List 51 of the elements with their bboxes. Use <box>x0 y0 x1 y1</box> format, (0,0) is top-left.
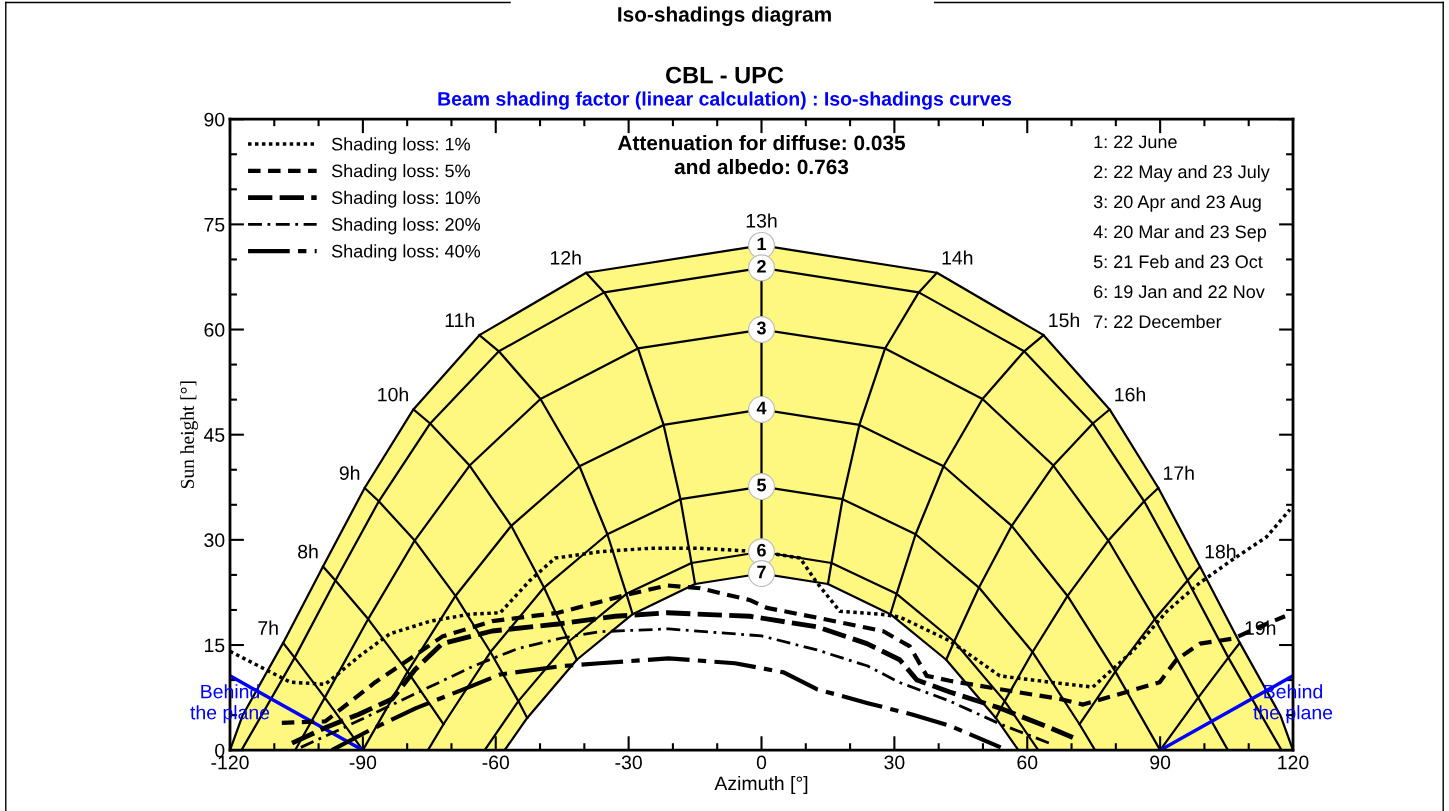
series-label: 13h <box>746 213 777 228</box>
series-label: 12h <box>550 250 581 265</box>
series-label: 16h <box>1115 387 1145 402</box>
series-label: 14h <box>942 250 973 265</box>
chart-title: CBL - UPC <box>666 66 784 84</box>
annotation: 7: 22 December <box>1094 314 1222 329</box>
series-label: 10h <box>378 387 408 402</box>
series-label: 2 <box>757 259 766 273</box>
x-tick-label: 60 <box>1017 755 1038 770</box>
legend-label: Shading loss: 20% <box>331 217 481 235</box>
annotation: 1: 22 June <box>1094 135 1177 149</box>
series-label: 9h <box>339 465 360 480</box>
y-tick-label: 75 <box>204 218 225 232</box>
annotation: 4: 20 Mar and 23 Sep <box>1093 224 1267 242</box>
annotation: 5: 21 Feb and 23 Oct <box>1093 254 1263 269</box>
series-label: 11h <box>445 312 474 327</box>
annotation: Attenuation for diffuse: 0.035 and albedo: 0.763 <box>617 134 906 175</box>
series-label: 8h <box>298 544 318 559</box>
series-label: 18h <box>1205 544 1236 559</box>
annotation: 2: 22 May and 23 July <box>1094 164 1270 182</box>
legend-label: Shading loss: 10% <box>331 190 481 208</box>
series-label: 4 <box>756 401 767 415</box>
series-label: 15h <box>1049 312 1079 328</box>
legend-label: Shading loss: 5% <box>331 164 470 181</box>
series-label: 7 <box>757 565 766 579</box>
legend-label: Shading loss: 40% <box>331 244 481 262</box>
x-tick-label: -90 <box>349 755 377 770</box>
series-label: 7h <box>258 620 278 635</box>
series-label: 5 <box>757 478 767 492</box>
series-label: 3 <box>756 321 766 335</box>
x-tick-label: 30 <box>884 755 905 770</box>
x-tick-label: 120 <box>1278 755 1309 770</box>
text: Iso-shadings diagram <box>618 6 831 26</box>
series-label: 17h <box>1164 465 1194 480</box>
x-tick-label: -30 <box>615 755 642 770</box>
series-label: 6 <box>757 543 766 557</box>
series-label: 1 <box>757 237 767 251</box>
y-tick-label: 60 <box>204 323 225 337</box>
annotation: 3: 20 Apr and 23 Aug <box>1093 194 1261 212</box>
legend-label: Shading loss: 1% <box>331 137 470 155</box>
y-tick-label: 30 <box>204 533 225 548</box>
annotation: 6: 19 Jan and 22 Nov <box>1094 284 1265 299</box>
y-tick-label: 45 <box>203 428 225 442</box>
x-tick-label: 90 <box>1150 755 1171 770</box>
x-axis-title: Azimuth [°] <box>714 775 808 795</box>
y-tick-label: 15 <box>205 638 225 653</box>
x-tick-label: -60 <box>482 755 510 770</box>
chart-subtitle: Beam shading factor (linear calculation) : Iso-shadings curves <box>438 91 1012 110</box>
y-axis-title: Sun height [°] <box>180 381 198 489</box>
y-tick-label: 90 <box>204 112 225 127</box>
x-tick-label: 0 <box>756 755 767 770</box>
